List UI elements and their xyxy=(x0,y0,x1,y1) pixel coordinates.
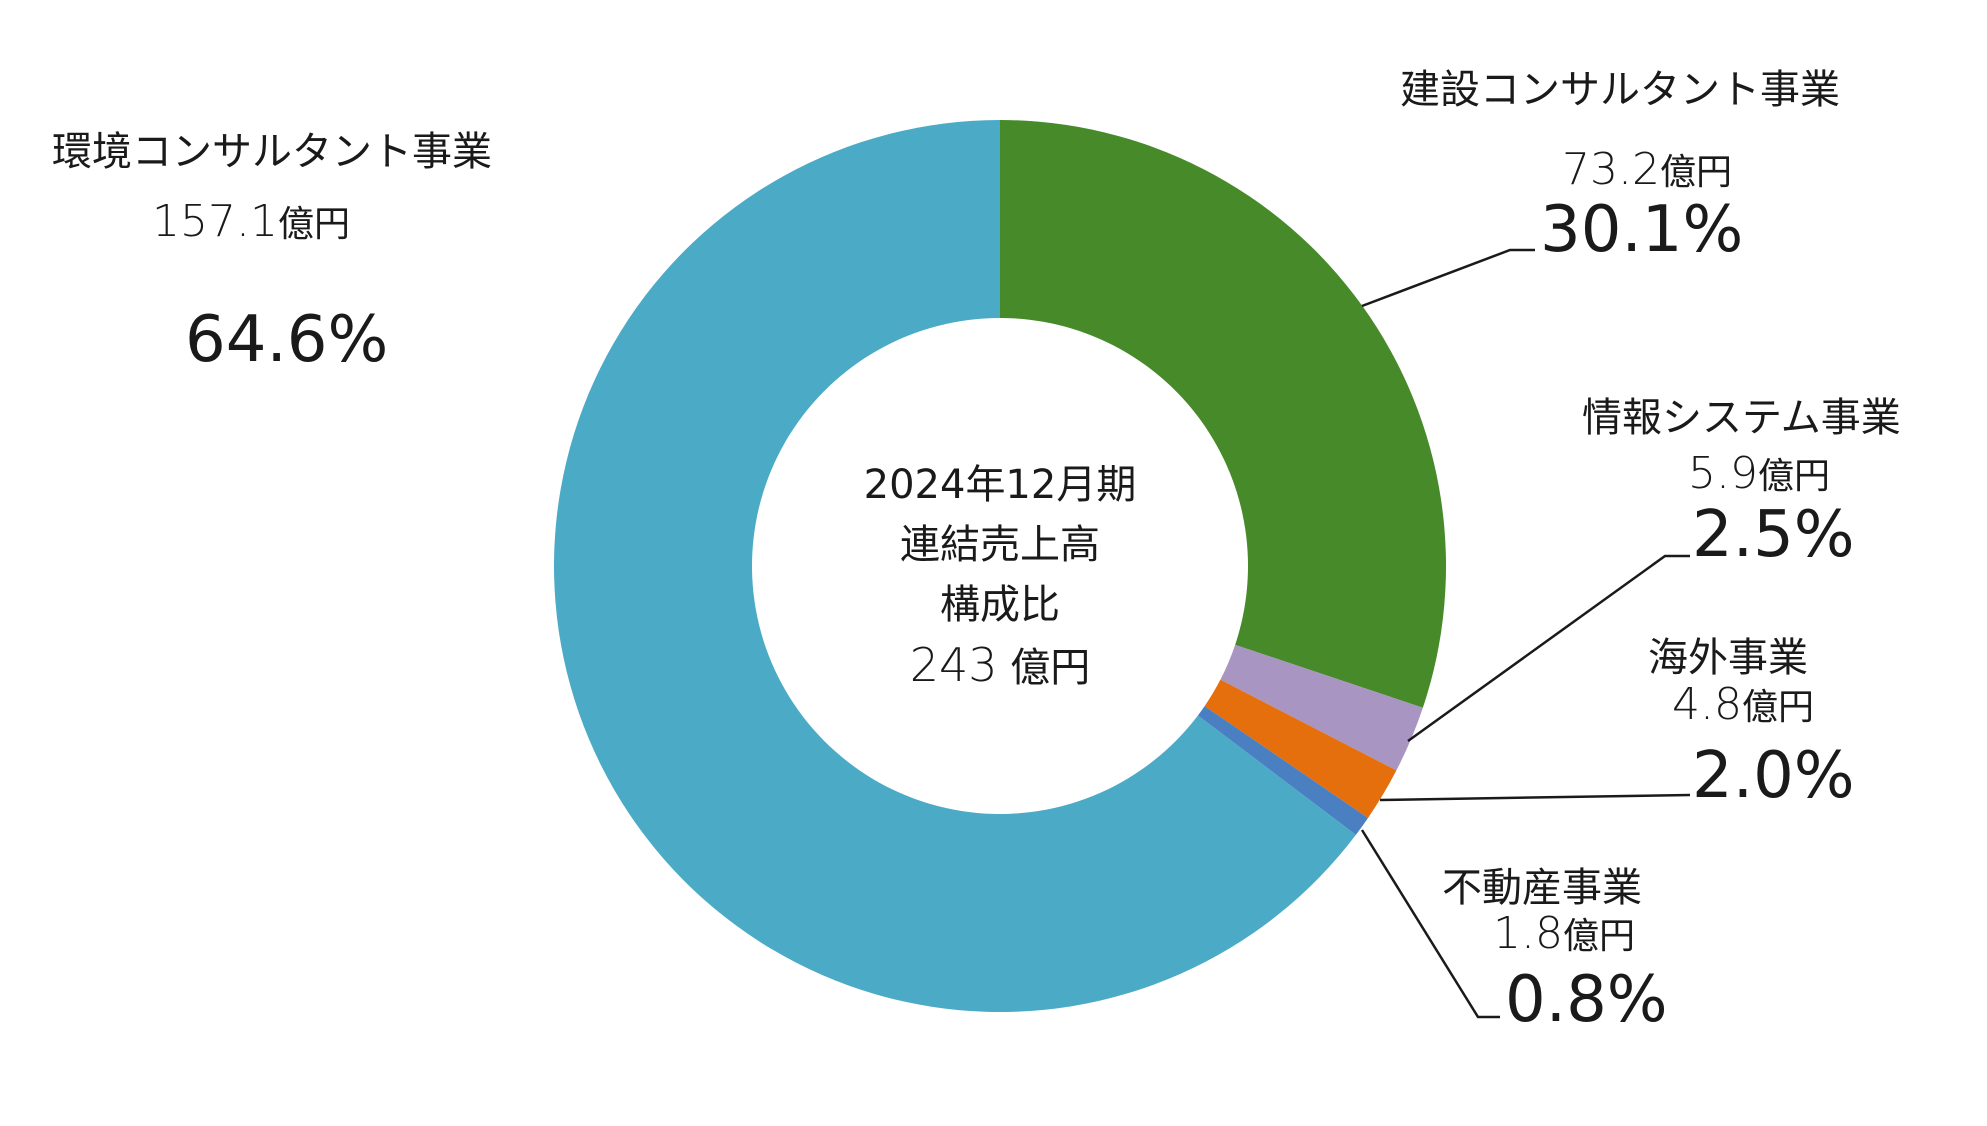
label-environment-unit: 億円 xyxy=(277,204,350,245)
label-environment-percent: 64.6% xyxy=(185,303,389,377)
slices-group xyxy=(554,120,1446,1012)
leader-line-info-systems xyxy=(1407,554,1690,743)
center-total-value: 243 xyxy=(909,638,998,692)
label-construction-amount: 73.2億円 xyxy=(1562,148,1732,192)
label-realestate-name: 不動産事業 xyxy=(1442,865,1642,911)
label-info-value: 5.9 xyxy=(1688,448,1758,499)
leader-lines xyxy=(1360,248,1691,1019)
slice-overseas xyxy=(1204,679,1397,818)
label-environment-value: 157.1 xyxy=(152,196,278,247)
label-realestate-amount: 1.8億円 xyxy=(1493,912,1635,956)
label-overseas-amount: 4.8億円 xyxy=(1672,683,1814,727)
label-construction-unit: 億円 xyxy=(1659,152,1732,193)
slice-info-systems xyxy=(1220,644,1423,771)
center-title: 連結売上高 xyxy=(900,522,1100,568)
label-realestate-percent: 0.8% xyxy=(1505,963,1668,1037)
center-subtitle: 構成比 xyxy=(940,582,1060,628)
leader-line-construction xyxy=(1361,248,1535,308)
label-info-amount: 5.9億円 xyxy=(1688,452,1830,496)
center-label: 2024年12月期 連結売上高 構成比 243 億円 xyxy=(860,455,1140,698)
label-overseas-percent: 2.0% xyxy=(1692,739,1855,813)
center-period: 2024年12月期 xyxy=(863,462,1137,508)
label-construction-value: 73.2 xyxy=(1562,144,1660,195)
label-overseas-name: 海外事業 xyxy=(1648,635,1808,681)
label-realestate-unit: 億円 xyxy=(1562,916,1635,957)
label-construction-name: 建設コンサルタント事業 xyxy=(1400,67,1840,113)
label-realestate-value: 1.8 xyxy=(1493,908,1563,959)
label-overseas-value: 4.8 xyxy=(1672,679,1742,730)
leader-line-realestate xyxy=(1360,829,1500,1019)
label-construction-percent: 30.1% xyxy=(1540,193,1744,267)
slice-construction xyxy=(1000,120,1446,708)
label-info-name: 情報システム事業 xyxy=(1582,395,1901,441)
label-info-unit: 億円 xyxy=(1757,456,1830,497)
slice-realestate xyxy=(1197,706,1369,835)
slice-environment xyxy=(554,120,1356,1012)
label-environment-amount: 157.1億円 xyxy=(152,200,350,244)
label-overseas-unit: 億円 xyxy=(1741,687,1814,728)
label-environment-name: 環境コンサルタント事業 xyxy=(52,129,492,175)
center-total-unit: 億円 xyxy=(1010,645,1091,691)
label-info-percent: 2.5% xyxy=(1692,498,1855,572)
leader-line-overseas xyxy=(1379,793,1691,802)
center-total: 243 億円 xyxy=(860,635,1140,698)
